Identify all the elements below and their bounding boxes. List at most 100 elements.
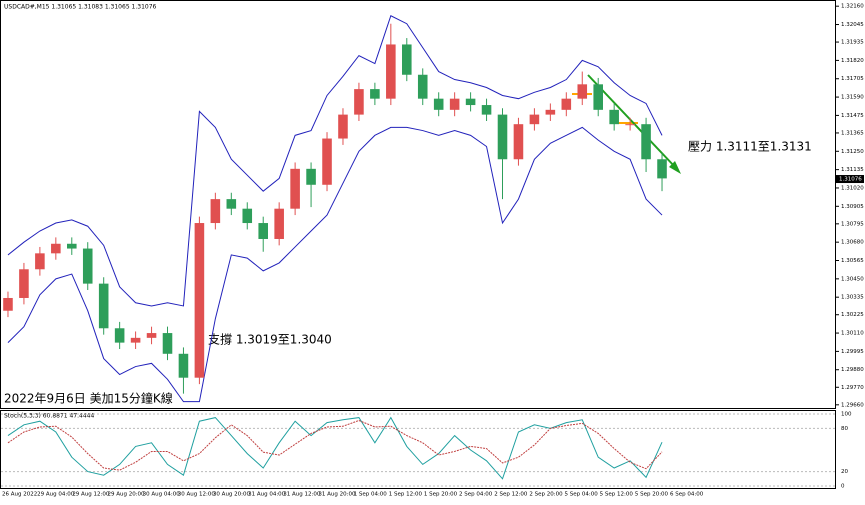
x-tick-label: 26 Aug 2022 (2, 492, 37, 498)
y-tick-label: 1.31365 (841, 130, 864, 136)
y-tick-label: 1.29880 (841, 367, 864, 373)
x-tick-label: 2 Sep 04:00 (459, 492, 493, 498)
y-tick-label: 1.30225 (841, 312, 864, 318)
chart-caption: 2022年9月6日 美加15分鐘K線 (4, 391, 173, 406)
x-tick-label: 30 Aug 12:00 (178, 492, 216, 498)
candle-body (481, 105, 492, 115)
candle-body (433, 98, 444, 110)
candle-body (609, 109, 619, 125)
x-tick-label: 1 Sep 12:00 (389, 492, 423, 498)
current-price-box (836, 175, 864, 184)
x-tick-label: 1 Sep 20:00 (424, 492, 458, 498)
x-tick-label: 31 Aug 04:00 (248, 492, 286, 498)
candle-body (82, 248, 93, 284)
y-tick-label: 1.31250 (841, 149, 864, 155)
y-tick-label: 1.30565 (841, 258, 864, 264)
resistance-label: 壓力 1.3111至1.3131 (688, 140, 812, 154)
y-tick-label: 1.30680 (841, 240, 864, 246)
current-price-label: 1.31076 (839, 177, 862, 183)
support-label: 支撐 1.3019至1.3040 (208, 333, 332, 347)
candle-body (529, 114, 540, 125)
stoch-header: Stoch(5,3,3) 60.8871 47.4444 (4, 413, 95, 420)
candle-body (51, 243, 61, 254)
y-tick-label: 0 (841, 484, 845, 490)
candle-body (354, 89, 364, 115)
candle-body (258, 223, 268, 239)
arrow-head (669, 161, 681, 174)
stoch-line (7, 419, 663, 471)
y-tick-label: 1.30795 (841, 221, 864, 227)
candle-body (146, 333, 157, 338)
y-tick-label: 1.29660 (841, 402, 864, 408)
x-tick-label: 29 Aug 04:00 (37, 492, 75, 498)
x-tick-label: 5 Sep 20:00 (635, 492, 669, 498)
candle-body (641, 124, 651, 160)
y-tick-label: 1.30335 (841, 295, 864, 301)
candle-body (338, 114, 348, 139)
x-tick-label: 5 Sep 04:00 (565, 492, 599, 498)
y-tick-label: 1.30110 (841, 331, 864, 337)
y-tick-label: 1.32160 (841, 4, 864, 10)
candle-body (242, 208, 253, 224)
candle-body (497, 114, 508, 160)
candle-body (306, 168, 316, 185)
candle-body (561, 98, 572, 110)
x-tick-label: 5 Sep 12:00 (600, 492, 634, 498)
candle-body (513, 124, 524, 160)
x-tick-label: 31 Aug 20:00 (318, 492, 356, 498)
y-tick-label: 80 (841, 426, 848, 432)
y-tick-label: 20 (841, 469, 848, 475)
candle-body (98, 283, 109, 329)
stoch-frame (0, 410, 836, 489)
candle-body (465, 98, 476, 106)
candle-body (449, 98, 460, 110)
y-tick-label: 1.30450 (841, 276, 864, 282)
candle-body (417, 74, 428, 99)
candle-body (130, 337, 141, 343)
candle-body (178, 353, 189, 378)
x-tick-label: 1 Sep 04:00 (354, 492, 388, 498)
x-tick-label: 30 Aug 20:00 (213, 492, 251, 498)
x-tick-label: 29 Aug 20:00 (107, 492, 145, 498)
candle-body (322, 138, 332, 185)
symbol-header: USDCAD#,M15 1.31065 1.31083 1.31065 1.31… (4, 4, 157, 11)
y-tick-label: 1.31135 (841, 167, 864, 173)
y-tick-label: 1.29995 (841, 349, 864, 355)
candle-body (114, 328, 125, 343)
y-tick-label: 1.30905 (841, 204, 864, 210)
y-tick-label: 100 (841, 412, 852, 418)
candle-body (67, 243, 77, 249)
y-tick-label: 1.29770 (841, 385, 864, 391)
x-tick-label: 6 Sep 04:00 (670, 492, 704, 498)
y-tick-label: 1.31475 (841, 113, 864, 119)
candle-body (210, 199, 221, 224)
candle-body (19, 269, 29, 298)
y-tick-label: 1.31020 (841, 185, 864, 191)
candle-body (577, 84, 588, 99)
y-tick-label: 1.31935 (841, 40, 864, 46)
candle-body (35, 253, 45, 270)
candle-body (386, 44, 396, 99)
y-tick-label: 1.31705 (841, 76, 864, 82)
candle-body (194, 223, 205, 378)
x-tick-label: 30 Aug 04:00 (143, 492, 181, 498)
candle-body (545, 109, 556, 115)
x-tick-label: 2 Sep 20:00 (529, 492, 563, 498)
x-tick-label: 31 Aug 12:00 (283, 492, 321, 498)
y-tick-label: 1.31590 (841, 95, 864, 101)
candle-body (274, 208, 284, 239)
candle-body (162, 333, 173, 354)
candle-body (226, 199, 237, 209)
x-tick-label: 2 Sep 12:00 (494, 492, 528, 498)
candle-body (593, 84, 603, 110)
y-tick-label: 1.31820 (841, 58, 864, 64)
x-tick-label: 29 Aug 12:00 (72, 492, 110, 498)
candle-body (290, 168, 300, 209)
candle-body (3, 297, 13, 311)
bollinger-band (7, 126, 663, 403)
candle-body (370, 89, 380, 99)
candle-body (402, 44, 412, 75)
candle-body (657, 159, 667, 179)
